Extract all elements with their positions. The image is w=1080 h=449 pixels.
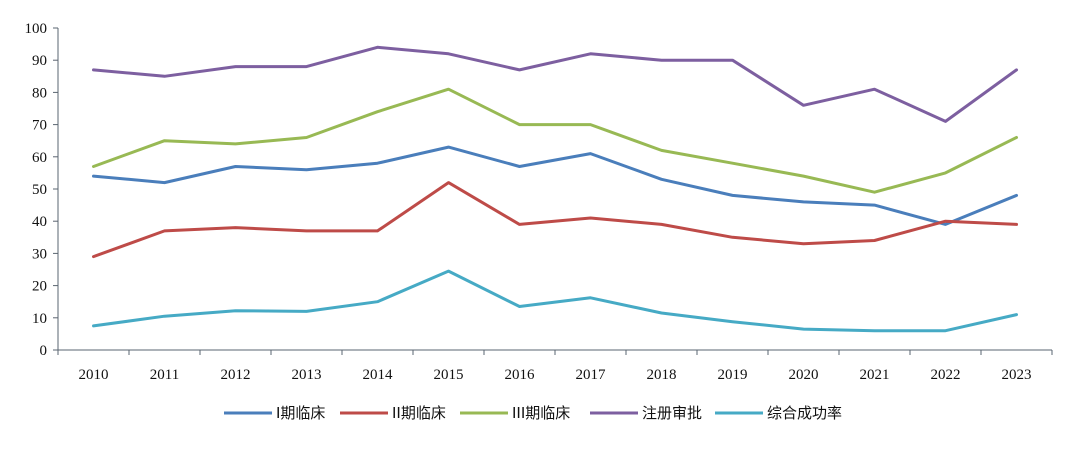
x-tick-label: 2011 bbox=[150, 367, 179, 383]
axes: 0 10 20 30 40 50 60 70 80 90 100 2010 2011 2012 2013 20… bbox=[25, 21, 1053, 383]
x-tick-label: 2016 bbox=[505, 367, 536, 383]
y-tick-label: 60 bbox=[32, 150, 47, 166]
y-tick-label: 80 bbox=[32, 85, 47, 101]
x-tick-label: 2018 bbox=[647, 367, 677, 383]
y-tick-label: 40 bbox=[32, 214, 47, 230]
series-line-5 bbox=[92, 269, 1018, 333]
x-tick-label: 2014 bbox=[363, 367, 394, 383]
y-tick-label: 30 bbox=[32, 246, 47, 262]
y-tick-label: 90 bbox=[32, 53, 47, 69]
series-lines bbox=[92, 45, 1018, 333]
y-tick-label: 100 bbox=[25, 21, 48, 37]
x-tick-label: 2015 bbox=[434, 367, 464, 383]
series-line-4 bbox=[92, 45, 1018, 123]
x-tick-label: 2017 bbox=[576, 367, 607, 383]
legend-label: 综合成功率 bbox=[767, 404, 842, 422]
legend-label: III期临床 bbox=[512, 404, 570, 422]
x-tick-label: 2010 bbox=[79, 367, 109, 383]
x-tick-label: 2023 bbox=[1002, 367, 1032, 383]
x-tick-label: 2019 bbox=[718, 367, 748, 383]
y-tick-label: 20 bbox=[32, 279, 47, 295]
x-tick-label: 2021 bbox=[860, 367, 890, 383]
x-tick-label: 2012 bbox=[221, 367, 251, 383]
x-tick-label: 2022 bbox=[931, 367, 961, 383]
legend-label: 注册审批 bbox=[642, 404, 702, 422]
x-tick-label: 2013 bbox=[292, 367, 322, 383]
series-line-3 bbox=[92, 87, 1018, 194]
legend: I期临床 II期临床 III期临床 注册审批 综合成功率 bbox=[224, 404, 842, 422]
legend-label: II期临床 bbox=[392, 404, 446, 422]
y-tick-label: 10 bbox=[32, 311, 47, 327]
legend-label: I期临床 bbox=[276, 404, 325, 422]
x-tick-label: 2020 bbox=[789, 367, 819, 383]
series-line-2 bbox=[92, 181, 1018, 259]
series-line-1 bbox=[92, 145, 1018, 226]
y-tick-label: 70 bbox=[32, 118, 47, 134]
y-tick-label: 0 bbox=[40, 343, 48, 359]
y-tick-label: 50 bbox=[32, 182, 47, 198]
